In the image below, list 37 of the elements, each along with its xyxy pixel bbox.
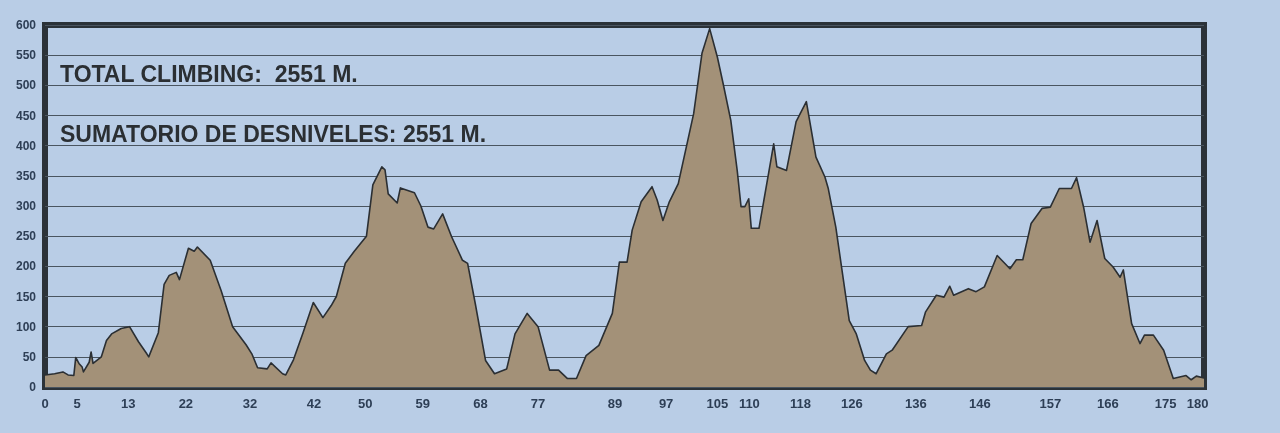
y-tick-label: 0 <box>29 380 37 394</box>
x-tick-label: 68 <box>473 396 488 411</box>
x-tick-label: 118 <box>790 396 812 411</box>
x-tick-label: 180 <box>1186 396 1209 411</box>
x-tick-label: 97 <box>658 396 674 411</box>
y-tick-label: 600 <box>15 18 37 32</box>
annotation: SUMATORIO DE DESNIVELES: 2551 M. <box>60 120 487 147</box>
x-tick-label: 126 <box>840 396 863 411</box>
x-tick-label: 32 <box>242 396 258 411</box>
y-tick-label: 400 <box>15 138 37 153</box>
y-tick-label: 150 <box>15 289 37 304</box>
x-tick-label: 146 <box>969 396 991 411</box>
x-tick-label: 0 <box>41 396 49 411</box>
x-tick-label: 77 <box>530 396 546 411</box>
x-tick-label: 50 <box>357 396 373 411</box>
y-tick-label: 350 <box>15 168 37 183</box>
y-tick-label: 300 <box>15 199 37 213</box>
x-tick-label: 22 <box>178 396 194 411</box>
x-tick-label: 59 <box>415 396 431 411</box>
x-tick-label: 42 <box>306 396 322 411</box>
y-tick-label: 50 <box>22 349 37 364</box>
x-tick-label: 110 <box>738 396 760 411</box>
y-tick-label: 500 <box>15 78 37 93</box>
y-tick-label: 250 <box>15 229 37 244</box>
x-tick-label: 175 <box>1154 396 1177 411</box>
x-tick-label: 89 <box>607 396 623 411</box>
x-tick-label: 5 <box>73 396 81 411</box>
y-tick-label: 450 <box>15 108 37 123</box>
annotation: TOTAL CLIMBING: 2551 M. <box>60 60 358 87</box>
x-tick-label: 157 <box>1039 396 1062 411</box>
y-tick-label: 100 <box>15 319 37 334</box>
x-tick-label: 136 <box>905 396 927 411</box>
x-tick-label: 166 <box>1097 396 1119 411</box>
x-tick-label: 13 <box>121 396 136 411</box>
y-tick-label: 550 <box>15 48 37 63</box>
y-tick-label: 200 <box>15 259 37 274</box>
x-tick-label: 105 <box>706 396 729 411</box>
